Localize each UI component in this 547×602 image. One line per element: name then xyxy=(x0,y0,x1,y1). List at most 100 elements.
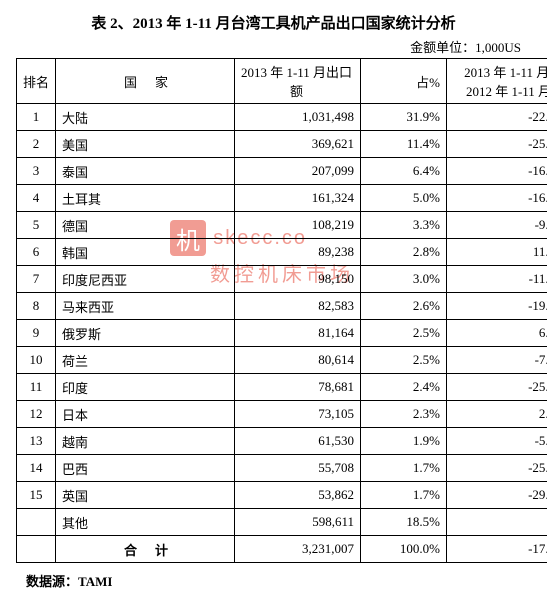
header-export: 2013 年 1-11 月出口额 xyxy=(235,59,361,104)
table-row: 2美国369,62111.4%-25.1% xyxy=(17,131,547,158)
cell-yoy: -7.4% xyxy=(447,347,547,374)
cell-country: 俄罗斯 xyxy=(56,320,235,347)
table-row: 其他598,61118.5% xyxy=(17,509,547,536)
header-country: 国家 xyxy=(56,59,235,104)
cell-export: 53,862 xyxy=(235,482,361,509)
table-row: 1大陆1,031,49831.9%-22.0% xyxy=(17,104,547,131)
cell-pct: 2.4% xyxy=(361,374,447,401)
table-row: 10荷兰80,6142.5%-7.4% xyxy=(17,347,547,374)
cell-rank: 6 xyxy=(17,239,56,266)
cell-pct: 2.5% xyxy=(361,320,447,347)
cell-rank: 3 xyxy=(17,158,56,185)
cell-country: 巴西 xyxy=(56,455,235,482)
cell-export: 161,324 xyxy=(235,185,361,212)
cell-yoy: -17.4% xyxy=(447,536,547,563)
cell-country: 荷兰 xyxy=(56,347,235,374)
cell-yoy: -25.3% xyxy=(447,455,547,482)
cell-yoy: 6.8% xyxy=(447,320,547,347)
cell-country: 大陆 xyxy=(56,104,235,131)
cell-total-label: 合计 xyxy=(56,536,235,563)
cell-export: 598,611 xyxy=(235,509,361,536)
header-row: 排名 国家 2013 年 1-11 月出口额 占% 2013 年 1-11 月/… xyxy=(17,59,547,104)
cell-export: 207,099 xyxy=(235,158,361,185)
cell-export: 369,621 xyxy=(235,131,361,158)
cell-yoy xyxy=(447,509,547,536)
cell-export: 78,681 xyxy=(235,374,361,401)
cell-pct: 31.9% xyxy=(361,104,447,131)
cell-yoy: -11.5% xyxy=(447,266,547,293)
cell-yoy: -25.1% xyxy=(447,131,547,158)
cell-yoy: -29.6% xyxy=(447,482,547,509)
cell-export: 3,231,007 xyxy=(235,536,361,563)
cell-country: 印度尼西亚 xyxy=(56,266,235,293)
cell-country: 印度 xyxy=(56,374,235,401)
cell-rank xyxy=(17,536,56,563)
cell-country: 泰国 xyxy=(56,158,235,185)
cell-country: 德国 xyxy=(56,212,235,239)
cell-rank: 11 xyxy=(17,374,56,401)
unit-label: 金额单位：1,000US xyxy=(16,37,531,56)
cell-pct: 18.5% xyxy=(361,509,447,536)
cell-yoy: 2.9% xyxy=(447,401,547,428)
cell-pct: 2.5% xyxy=(361,347,447,374)
table-row: 12日本73,1052.3%2.9% xyxy=(17,401,547,428)
total-row: 合计3,231,007100.0%-17.4% xyxy=(17,536,547,563)
cell-pct: 11.4% xyxy=(361,131,447,158)
cell-rank: 12 xyxy=(17,401,56,428)
cell-rank: 14 xyxy=(17,455,56,482)
table-row: 6韩国89,2382.8%11.5% xyxy=(17,239,547,266)
cell-yoy: -16.4% xyxy=(447,158,547,185)
cell-rank: 15 xyxy=(17,482,56,509)
cell-export: 61,530 xyxy=(235,428,361,455)
cell-country: 美国 xyxy=(56,131,235,158)
cell-rank: 13 xyxy=(17,428,56,455)
cell-pct: 3.3% xyxy=(361,212,447,239)
cell-rank: 10 xyxy=(17,347,56,374)
cell-yoy: -22.0% xyxy=(447,104,547,131)
cell-rank: 4 xyxy=(17,185,56,212)
cell-pct: 2.3% xyxy=(361,401,447,428)
cell-pct: 1.7% xyxy=(361,482,447,509)
cell-export: 81,164 xyxy=(235,320,361,347)
table-row: 4土耳其161,3245.0%-16.3% xyxy=(17,185,547,212)
cell-country: 日本 xyxy=(56,401,235,428)
table-title: 表 2、2013 年 1-11 月台湾工具机产品出口国家统计分析 xyxy=(16,12,531,33)
cell-country: 其他 xyxy=(56,509,235,536)
cell-pct: 1.9% xyxy=(361,428,447,455)
cell-pct: 3.0% xyxy=(361,266,447,293)
cell-country: 马来西亚 xyxy=(56,293,235,320)
header-rank: 排名 xyxy=(17,59,56,104)
cell-export: 98,150 xyxy=(235,266,361,293)
table-row: 14巴西55,7081.7%-25.3% xyxy=(17,455,547,482)
data-source: 数据源：TAMI xyxy=(16,571,531,590)
cell-pct: 100.0% xyxy=(361,536,447,563)
cell-rank: 7 xyxy=(17,266,56,293)
table-row: 15英国53,8621.7%-29.6% xyxy=(17,482,547,509)
cell-yoy: 11.5% xyxy=(447,239,547,266)
cell-pct: 2.6% xyxy=(361,293,447,320)
cell-export: 80,614 xyxy=(235,347,361,374)
cell-rank: 1 xyxy=(17,104,56,131)
cell-yoy: -9.4% xyxy=(447,212,547,239)
cell-country: 越南 xyxy=(56,428,235,455)
cell-yoy: -5.5% xyxy=(447,428,547,455)
header-pct: 占% xyxy=(361,59,447,104)
table-row: 8马来西亚82,5832.6%-19.3% xyxy=(17,293,547,320)
cell-country: 英国 xyxy=(56,482,235,509)
cell-pct: 2.8% xyxy=(361,239,447,266)
table-row: 11印度78,6812.4%-25.9% xyxy=(17,374,547,401)
cell-pct: 6.4% xyxy=(361,158,447,185)
cell-yoy: -25.9% xyxy=(447,374,547,401)
cell-yoy: -19.3% xyxy=(447,293,547,320)
export-table: 排名 国家 2013 年 1-11 月出口额 占% 2013 年 1-11 月/… xyxy=(16,58,547,563)
cell-rank: 8 xyxy=(17,293,56,320)
cell-rank xyxy=(17,509,56,536)
table-row: 5德国108,2193.3%-9.4% xyxy=(17,212,547,239)
cell-rank: 2 xyxy=(17,131,56,158)
table-row: 13越南61,5301.9%-5.5% xyxy=(17,428,547,455)
cell-pct: 5.0% xyxy=(361,185,447,212)
table-row: 9俄罗斯81,1642.5%6.8% xyxy=(17,320,547,347)
header-yoy: 2013 年 1-11 月/ 2012 年 1-11 月 xyxy=(447,59,547,104)
cell-rank: 9 xyxy=(17,320,56,347)
cell-yoy: -16.3% xyxy=(447,185,547,212)
